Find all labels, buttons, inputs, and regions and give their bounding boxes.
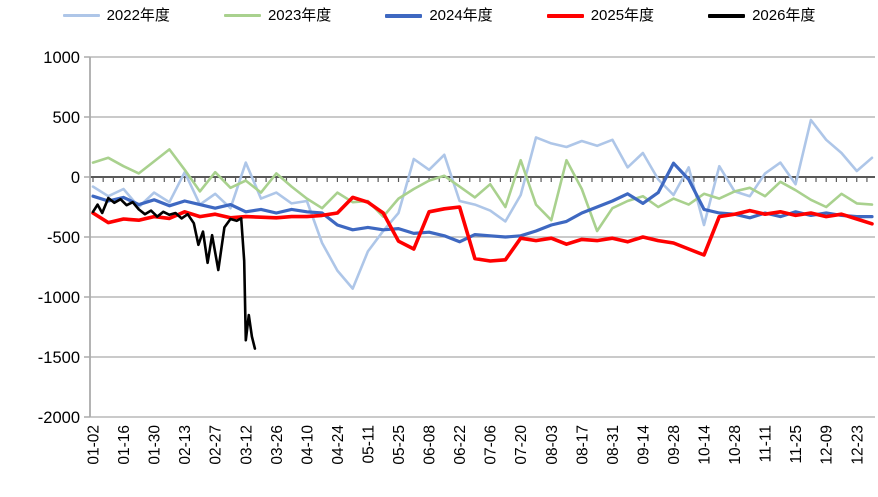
x-tick-label: 04-24 [330, 425, 347, 465]
y-tick-label: -1500 [38, 349, 80, 367]
x-axis-labels: 01-02 01-16 01-30 02-13 02-27 03-12 03-26 04-10… [86, 425, 867, 465]
legend-label-2026: 2026年度 [752, 7, 816, 24]
x-tick-label: 08-31 [605, 425, 622, 465]
x-tick-label: 06-08 [422, 425, 439, 465]
legend-item-2025: 2025年度 [546, 7, 655, 24]
x-tick-label: 08-03 [544, 425, 561, 465]
legend-swatch-2026 [708, 13, 746, 18]
series-line-2023年度 [91, 148, 874, 233]
x-tick-label: 06-22 [452, 425, 469, 465]
y-tick-label: -2000 [38, 409, 80, 427]
legend-swatch-2024 [385, 13, 423, 18]
legend-label-2023: 2023年度 [267, 7, 332, 24]
series-line-2026年度 [91, 196, 257, 350]
x-tick-label: 01-02 [86, 425, 103, 465]
x-tick-label: 08-17 [574, 425, 591, 465]
x-tick-label: 02-13 [177, 425, 194, 465]
x-tick-label: 10-14 [697, 425, 714, 465]
legend-label-2025: 2025年度 [590, 7, 655, 24]
y-axis-labels: 1000 500 0 -500 -1000 -1500 -2000 [38, 49, 80, 427]
legend-swatch-2023 [223, 14, 261, 17]
legend-item-2022: 2022年度 [62, 7, 170, 24]
x-tick-label: 03-12 [238, 425, 255, 465]
series-line-2024年度 [91, 161, 874, 244]
x-tick-label: 07-06 [483, 425, 500, 465]
x-tick-label: 09-28 [666, 425, 683, 465]
x-tick-label: 12-23 [849, 425, 866, 465]
x-tick-label: 03-26 [269, 425, 286, 465]
legend-item-2023: 2023年度 [223, 7, 332, 24]
y-tick-label: -500 [47, 229, 80, 247]
y-tick-label: 1000 [43, 49, 80, 67]
x-tick-label: 07-20 [513, 425, 530, 465]
x-tick-label: 11-25 [788, 425, 805, 464]
legend-swatch-2025 [546, 13, 584, 18]
chart-legend: 2022年度 2023年度 2024年度 2025年度 2026年度 [0, 8, 878, 23]
legend-label-2022: 2022年度 [106, 7, 170, 24]
x-tick-label: 12-09 [819, 425, 836, 465]
x-tick-label: 09-14 [635, 425, 652, 465]
x-tick-label: 05-25 [391, 425, 408, 465]
series-line-2025年度 [91, 195, 874, 263]
x-tick-label: 02-27 [208, 425, 225, 465]
x-tick-label: 05-11 [360, 425, 377, 464]
y-tick-label: 0 [71, 169, 80, 187]
x-tick-label: 01-30 [147, 425, 164, 465]
y-tick-label: -1000 [38, 289, 80, 307]
legend-item-2026: 2026年度 [708, 8, 815, 23]
legend-item-2024: 2024年度 [385, 7, 493, 24]
x-tick-label: 10-28 [727, 425, 744, 465]
x-tick-label: 11-11 [758, 425, 775, 462]
x-tick-label: 04-10 [299, 425, 316, 465]
series-line-2022年度 [91, 118, 874, 290]
legend-swatch-2022 [62, 14, 100, 17]
x-tick-label: 01-16 [116, 425, 133, 465]
y-tick-label: 500 [52, 109, 80, 127]
legend-label-2024: 2024年度 [429, 7, 493, 24]
